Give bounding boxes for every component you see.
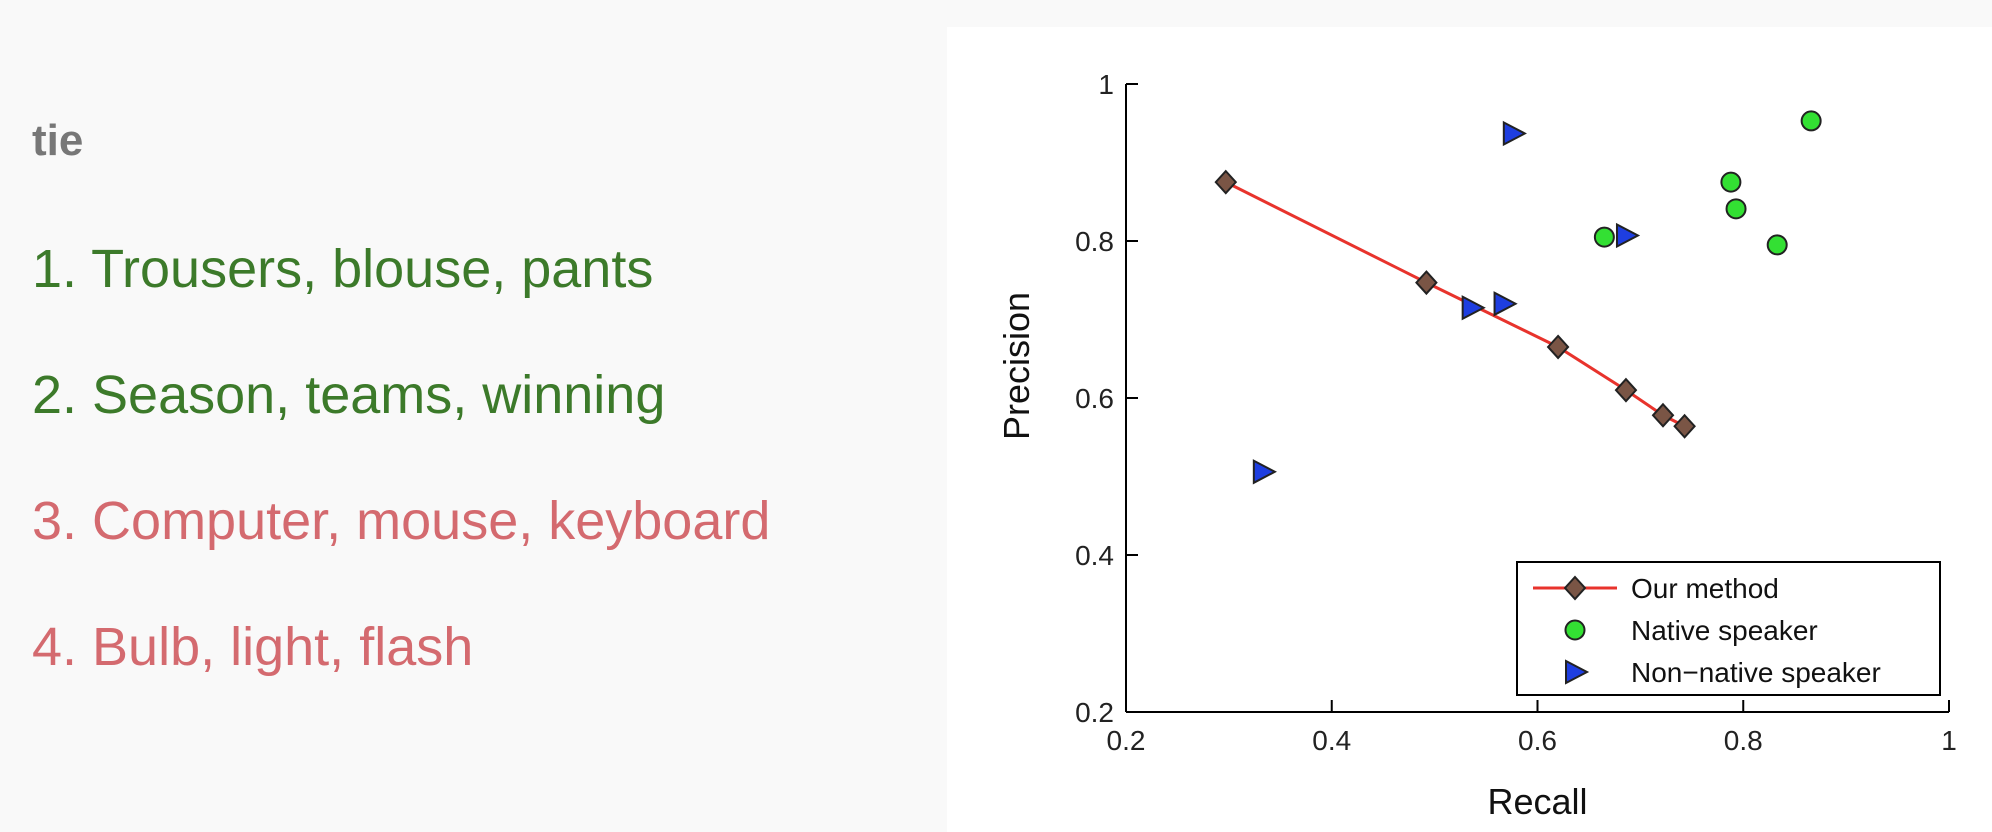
diamond-marker	[1673, 413, 1696, 439]
chart-marks	[1214, 110, 1822, 485]
legend-entry-label: Our method	[1631, 573, 1779, 604]
word-list-panel: tie 1. Trousers, blouse, pants 2. Season…	[32, 0, 932, 832]
word-list-item: 1. Trousers, blouse, pants	[32, 239, 654, 299]
word-list-item: 3. Computer, mouse, keyboard	[32, 491, 771, 551]
circle-marker	[1593, 226, 1615, 248]
word-list-title: tie	[32, 116, 84, 165]
y-tick-label: 0.8	[1075, 226, 1114, 257]
x-tick-label: 0.8	[1724, 725, 1763, 756]
diamond-marker	[1214, 169, 1238, 195]
x-tick-label: 1	[1941, 725, 1957, 756]
triangle-marker	[1461, 295, 1486, 321]
circle-marker	[1766, 234, 1788, 256]
triangle-marker	[1493, 291, 1518, 317]
x-tick-label: 0.2	[1107, 725, 1146, 756]
legend-entry-label: Non−native speaker	[1631, 657, 1881, 688]
circle-marker	[1564, 619, 1586, 641]
word-list-item: 4. Bulb, light, flash	[32, 617, 474, 677]
chart-panel: 0.2 0.4 0.6 0.8 1 0.2 0.4 0.6 0.8 1 Recall Precisio…	[947, 27, 1992, 832]
chart-axes: 0.2 0.4 0.6 0.8 1 0.2 0.4 0.6 0.8 1 Recall Precisio…	[996, 69, 1957, 822]
word-list-item: 2. Season, teams, winning	[32, 365, 666, 425]
y-tick-label: 0.6	[1075, 383, 1114, 414]
diamond-marker	[1546, 334, 1570, 360]
y-tick-label: 0.2	[1075, 697, 1114, 728]
diamond-marker	[1651, 402, 1675, 428]
x-tick-label: 0.4	[1312, 725, 1351, 756]
y-tick-label: 0.4	[1075, 540, 1114, 571]
legend-entry-label: Native speaker	[1631, 615, 1818, 646]
x-axis-title: Recall	[1487, 781, 1587, 822]
diamond-marker	[1415, 270, 1438, 296]
y-tick-label: 1	[1098, 69, 1114, 100]
chart-legend: Our method Native speaker Non−native speak…	[1516, 561, 1941, 696]
y-axis-title: Precision	[996, 292, 1037, 440]
triangle-marker	[1565, 659, 1590, 685]
x-tick-label: 0.6	[1518, 725, 1557, 756]
precision-recall-chart: 0.2 0.4 0.6 0.8 1 0.2 0.4 0.6 0.8 1 Recall Precisio…	[996, 69, 1957, 822]
diamond-marker	[1563, 575, 1587, 601]
circle-marker	[1800, 110, 1822, 132]
triangle-marker	[1502, 120, 1527, 147]
diamond-marker	[1614, 377, 1638, 403]
triangle-marker	[1252, 459, 1277, 485]
circle-marker	[1725, 198, 1747, 220]
circle-marker	[1720, 171, 1742, 193]
triangle-marker	[1615, 222, 1641, 249]
